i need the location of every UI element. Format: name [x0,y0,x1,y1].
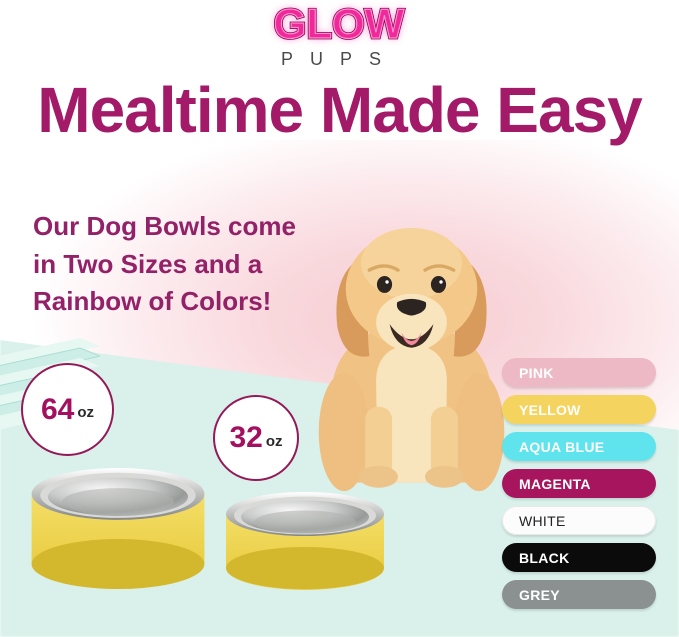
svg-text:GLOW: GLOW [274,0,405,47]
